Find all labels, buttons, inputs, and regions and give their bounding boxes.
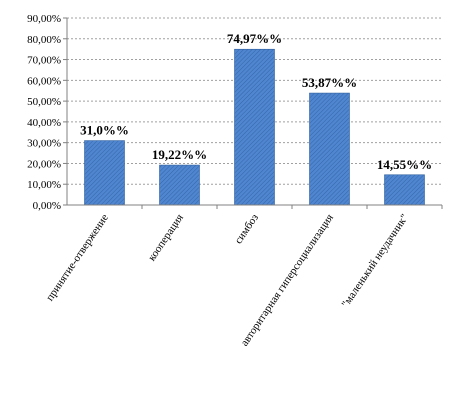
y-tick-label: 0,00% bbox=[33, 200, 61, 212]
y-tick-label: 60,00% bbox=[27, 75, 61, 87]
data-labels: 31,0%% 19,22%% 74,97%% 53,87%% 14,55%% bbox=[80, 31, 432, 172]
category-label: авторитарная гиперсоциализация bbox=[239, 212, 336, 348]
category-label: принятие-отвержение bbox=[44, 212, 111, 303]
y-tick-label: 20,00% bbox=[27, 158, 61, 170]
data-label: 31,0%% bbox=[80, 123, 129, 138]
y-tick-label: 10,00% bbox=[27, 179, 61, 191]
axes bbox=[66, 18, 442, 206]
y-tick-label: 50,00% bbox=[27, 96, 61, 108]
category-label: симбоз bbox=[232, 212, 260, 246]
bar bbox=[159, 164, 200, 206]
y-tick-label: 30,00% bbox=[27, 138, 61, 150]
y-axis-ticks: 0,00% 10,00% 20,00% 30,00% 40,00% 50,00% 60,00… bbox=[27, 13, 443, 212]
bar bbox=[84, 140, 125, 206]
data-label: 74,97%% bbox=[227, 31, 282, 46]
category-labels: принятие-отвержение кооперация симбозавтор… bbox=[44, 212, 411, 349]
y-tick-label: 40,00% bbox=[27, 117, 61, 129]
bar bbox=[384, 174, 425, 206]
bars bbox=[84, 48, 425, 206]
data-label: 19,22%% bbox=[152, 147, 207, 162]
category-label: "маленький неудачник" bbox=[340, 212, 411, 310]
bar bbox=[234, 48, 275, 206]
y-tick-label: 80,00% bbox=[27, 34, 61, 46]
y-tick-label: 70,00% bbox=[27, 55, 61, 67]
data-label: 14,55%% bbox=[377, 157, 432, 172]
category-label: кооперация bbox=[146, 212, 186, 263]
gridlines bbox=[67, 17, 442, 185]
bar bbox=[309, 92, 350, 206]
data-label: 53,87%% bbox=[302, 75, 357, 90]
y-tick-label: 90,00% bbox=[27, 13, 61, 25]
